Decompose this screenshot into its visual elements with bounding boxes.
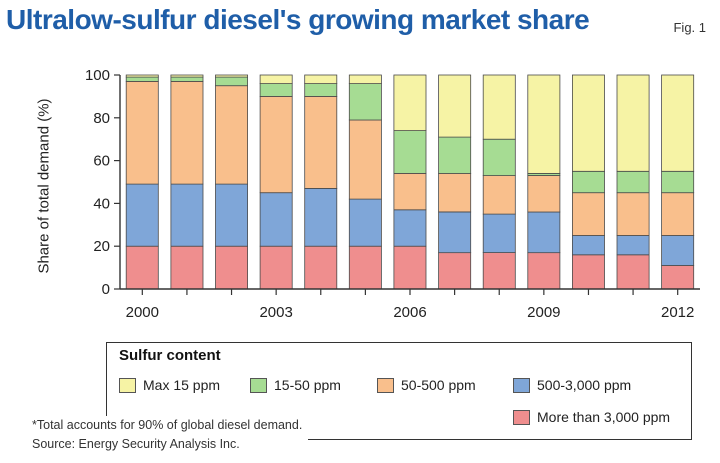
bar-segment	[170, 183, 204, 247]
footnote: *Total accounts for 90% of global diesel…	[32, 416, 309, 454]
bar-segment	[348, 119, 382, 200]
y-tick-label: 40	[93, 195, 110, 212]
bar-segment	[125, 245, 159, 290]
y-tick-label: 60	[93, 153, 110, 170]
bar-segment	[259, 192, 293, 247]
legend-item-max-15: Max 15 ppm	[119, 377, 220, 393]
bar-segment	[616, 192, 650, 236]
bar-segment	[482, 138, 516, 176]
bar-segment	[661, 235, 695, 266]
legend-swatch	[119, 377, 136, 393]
bar-segment	[215, 76, 248, 87]
y-tick-label: 100	[85, 67, 110, 84]
bar-segment	[661, 265, 695, 290]
bar-chart: 0 20 40 60 80 100 2000 2003 2006 2009 2012	[85, 67, 700, 321]
bar-segment	[393, 209, 427, 247]
bar-segment	[125, 81, 159, 185]
chart-title: Ultralow-sulfur diesel's growing market …	[6, 4, 590, 35]
bar-segment	[215, 245, 248, 290]
bar-segment	[215, 183, 248, 247]
bar-segment	[259, 83, 293, 97]
x-tick-label: 2009	[527, 304, 560, 321]
bars-group	[125, 74, 695, 290]
bar-segment	[348, 74, 382, 85]
bar-segment	[170, 245, 204, 290]
bar-segment	[348, 198, 382, 247]
bar-segment	[170, 76, 204, 82]
bar-segment	[215, 74, 248, 78]
bar-segment	[304, 187, 338, 247]
bar-segment	[304, 83, 338, 97]
x-tick-label: 2006	[393, 304, 426, 321]
bar-segment	[527, 252, 561, 290]
bar-segment	[661, 192, 695, 236]
bar-segment	[170, 81, 204, 185]
bar-segment	[125, 183, 159, 247]
bar-segment	[616, 74, 650, 172]
bar-segment	[616, 235, 650, 256]
bar-segment	[482, 252, 516, 290]
legend-label: More than 3,000 ppm	[537, 409, 671, 425]
x-tick-label: 2012	[661, 304, 694, 321]
legend-label: 50-500 ppm	[401, 377, 476, 393]
legend-label: Max 15 ppm	[143, 377, 221, 393]
bar-segment	[259, 74, 293, 85]
footnote-source: Source: Energy Security Analysis Inc.	[32, 437, 240, 451]
bar-segment	[393, 245, 427, 290]
bar-segment	[661, 170, 695, 194]
bar-segment	[393, 130, 427, 174]
bar-segment	[125, 76, 159, 82]
legend-title: Sulfur content	[119, 347, 221, 364]
bar-segment	[304, 96, 338, 189]
legend-swatch	[513, 377, 530, 393]
footnote-note: *Total accounts for 90% of global diesel…	[32, 418, 303, 432]
bar-segment	[259, 245, 293, 290]
bar-segment	[572, 254, 605, 290]
bar-segment	[438, 211, 472, 254]
legend-swatch	[377, 377, 394, 393]
x-tick-label: 2003	[259, 304, 292, 321]
legend-item-50-500: 50-500 ppm	[377, 377, 476, 393]
bar-segment	[348, 83, 382, 121]
bar-segment	[170, 74, 204, 78]
bar-segment	[527, 211, 561, 254]
x-tick-label: 2000	[126, 304, 159, 321]
axes-group: 0 20 40 60 80 100 2000 2003 2006 2009 2012	[85, 67, 700, 321]
bar-segment	[393, 172, 427, 211]
bar-segment	[438, 136, 472, 174]
legend-label: 500-3,000 ppm	[537, 377, 632, 393]
bar-segment	[215, 85, 248, 185]
bar-segment	[482, 213, 516, 254]
legend-swatch	[513, 409, 530, 425]
bar-segment	[527, 175, 561, 213]
bar-segment	[438, 172, 472, 213]
bar-segment	[482, 74, 516, 140]
bar-segment	[348, 245, 382, 290]
bar-segment	[438, 74, 472, 138]
bar-segment	[661, 74, 695, 172]
y-tick-label: 0	[102, 281, 110, 298]
legend-label: 15-50 ppm	[274, 377, 341, 393]
bar-segment	[304, 245, 338, 290]
legend-item-over-3000: More than 3,000 ppm	[513, 409, 670, 425]
bar-segment	[572, 170, 605, 194]
bar-segment	[259, 96, 293, 194]
legend-item-500-3000: 500-3,000 ppm	[513, 377, 631, 393]
y-tick-label: 20	[93, 238, 110, 255]
bar-segment	[572, 192, 605, 236]
bar-segment	[482, 175, 516, 215]
legend-swatch	[250, 377, 267, 393]
bar-segment	[527, 74, 561, 174]
bar-segment	[438, 252, 472, 290]
legend-item-15-50: 15-50 ppm	[250, 377, 341, 393]
y-tick-label: 80	[93, 110, 110, 127]
bar-segment	[393, 74, 427, 131]
bar-segment	[572, 74, 605, 172]
bar-segment	[616, 254, 650, 290]
bar-segment	[125, 74, 159, 78]
bar-segment	[304, 74, 338, 85]
bar-segment	[572, 235, 605, 256]
figure-label: Fig. 1	[673, 20, 706, 35]
bar-segment	[616, 170, 650, 194]
